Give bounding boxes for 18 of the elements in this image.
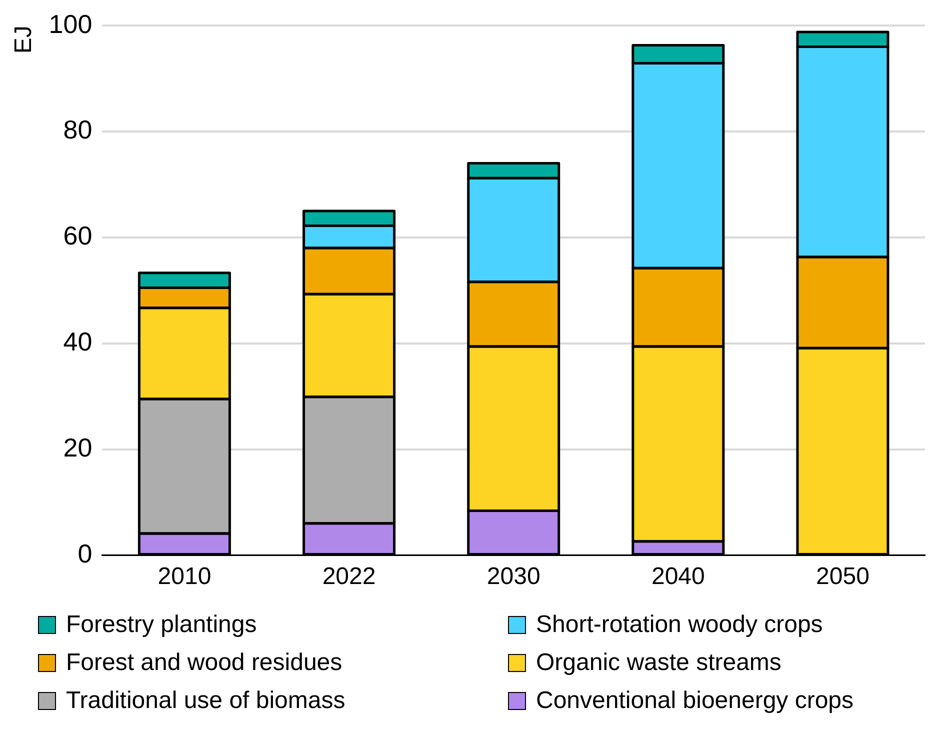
legend-label: Short-rotation woody crops [536,611,823,639]
x-tick-label: 2010 [158,563,212,590]
x-tick-label: 2030 [486,563,540,590]
x-tick-label: 2050 [816,563,870,590]
x-tick-label: 2040 [651,563,705,590]
legend-label: Forest and wood residues [66,649,342,677]
y-tick-label: 0 [78,538,92,568]
legend-label: Organic waste streams [536,649,782,677]
legend-label: Traditional use of biomass [66,687,346,715]
y-tick-label: 100 [48,8,92,39]
legend-label: Forestry plantings [66,611,257,639]
y-axis-title: EJ [10,26,38,54]
y-tick-label: 80 [63,114,92,145]
y-tick-label: 60 [63,220,92,251]
x-tick-label: 2022 [322,563,376,590]
y-tick-label: 20 [63,432,92,462]
legend-label: Conventional bioenergy crops [536,687,854,715]
y-tick-label: 40 [63,326,92,357]
